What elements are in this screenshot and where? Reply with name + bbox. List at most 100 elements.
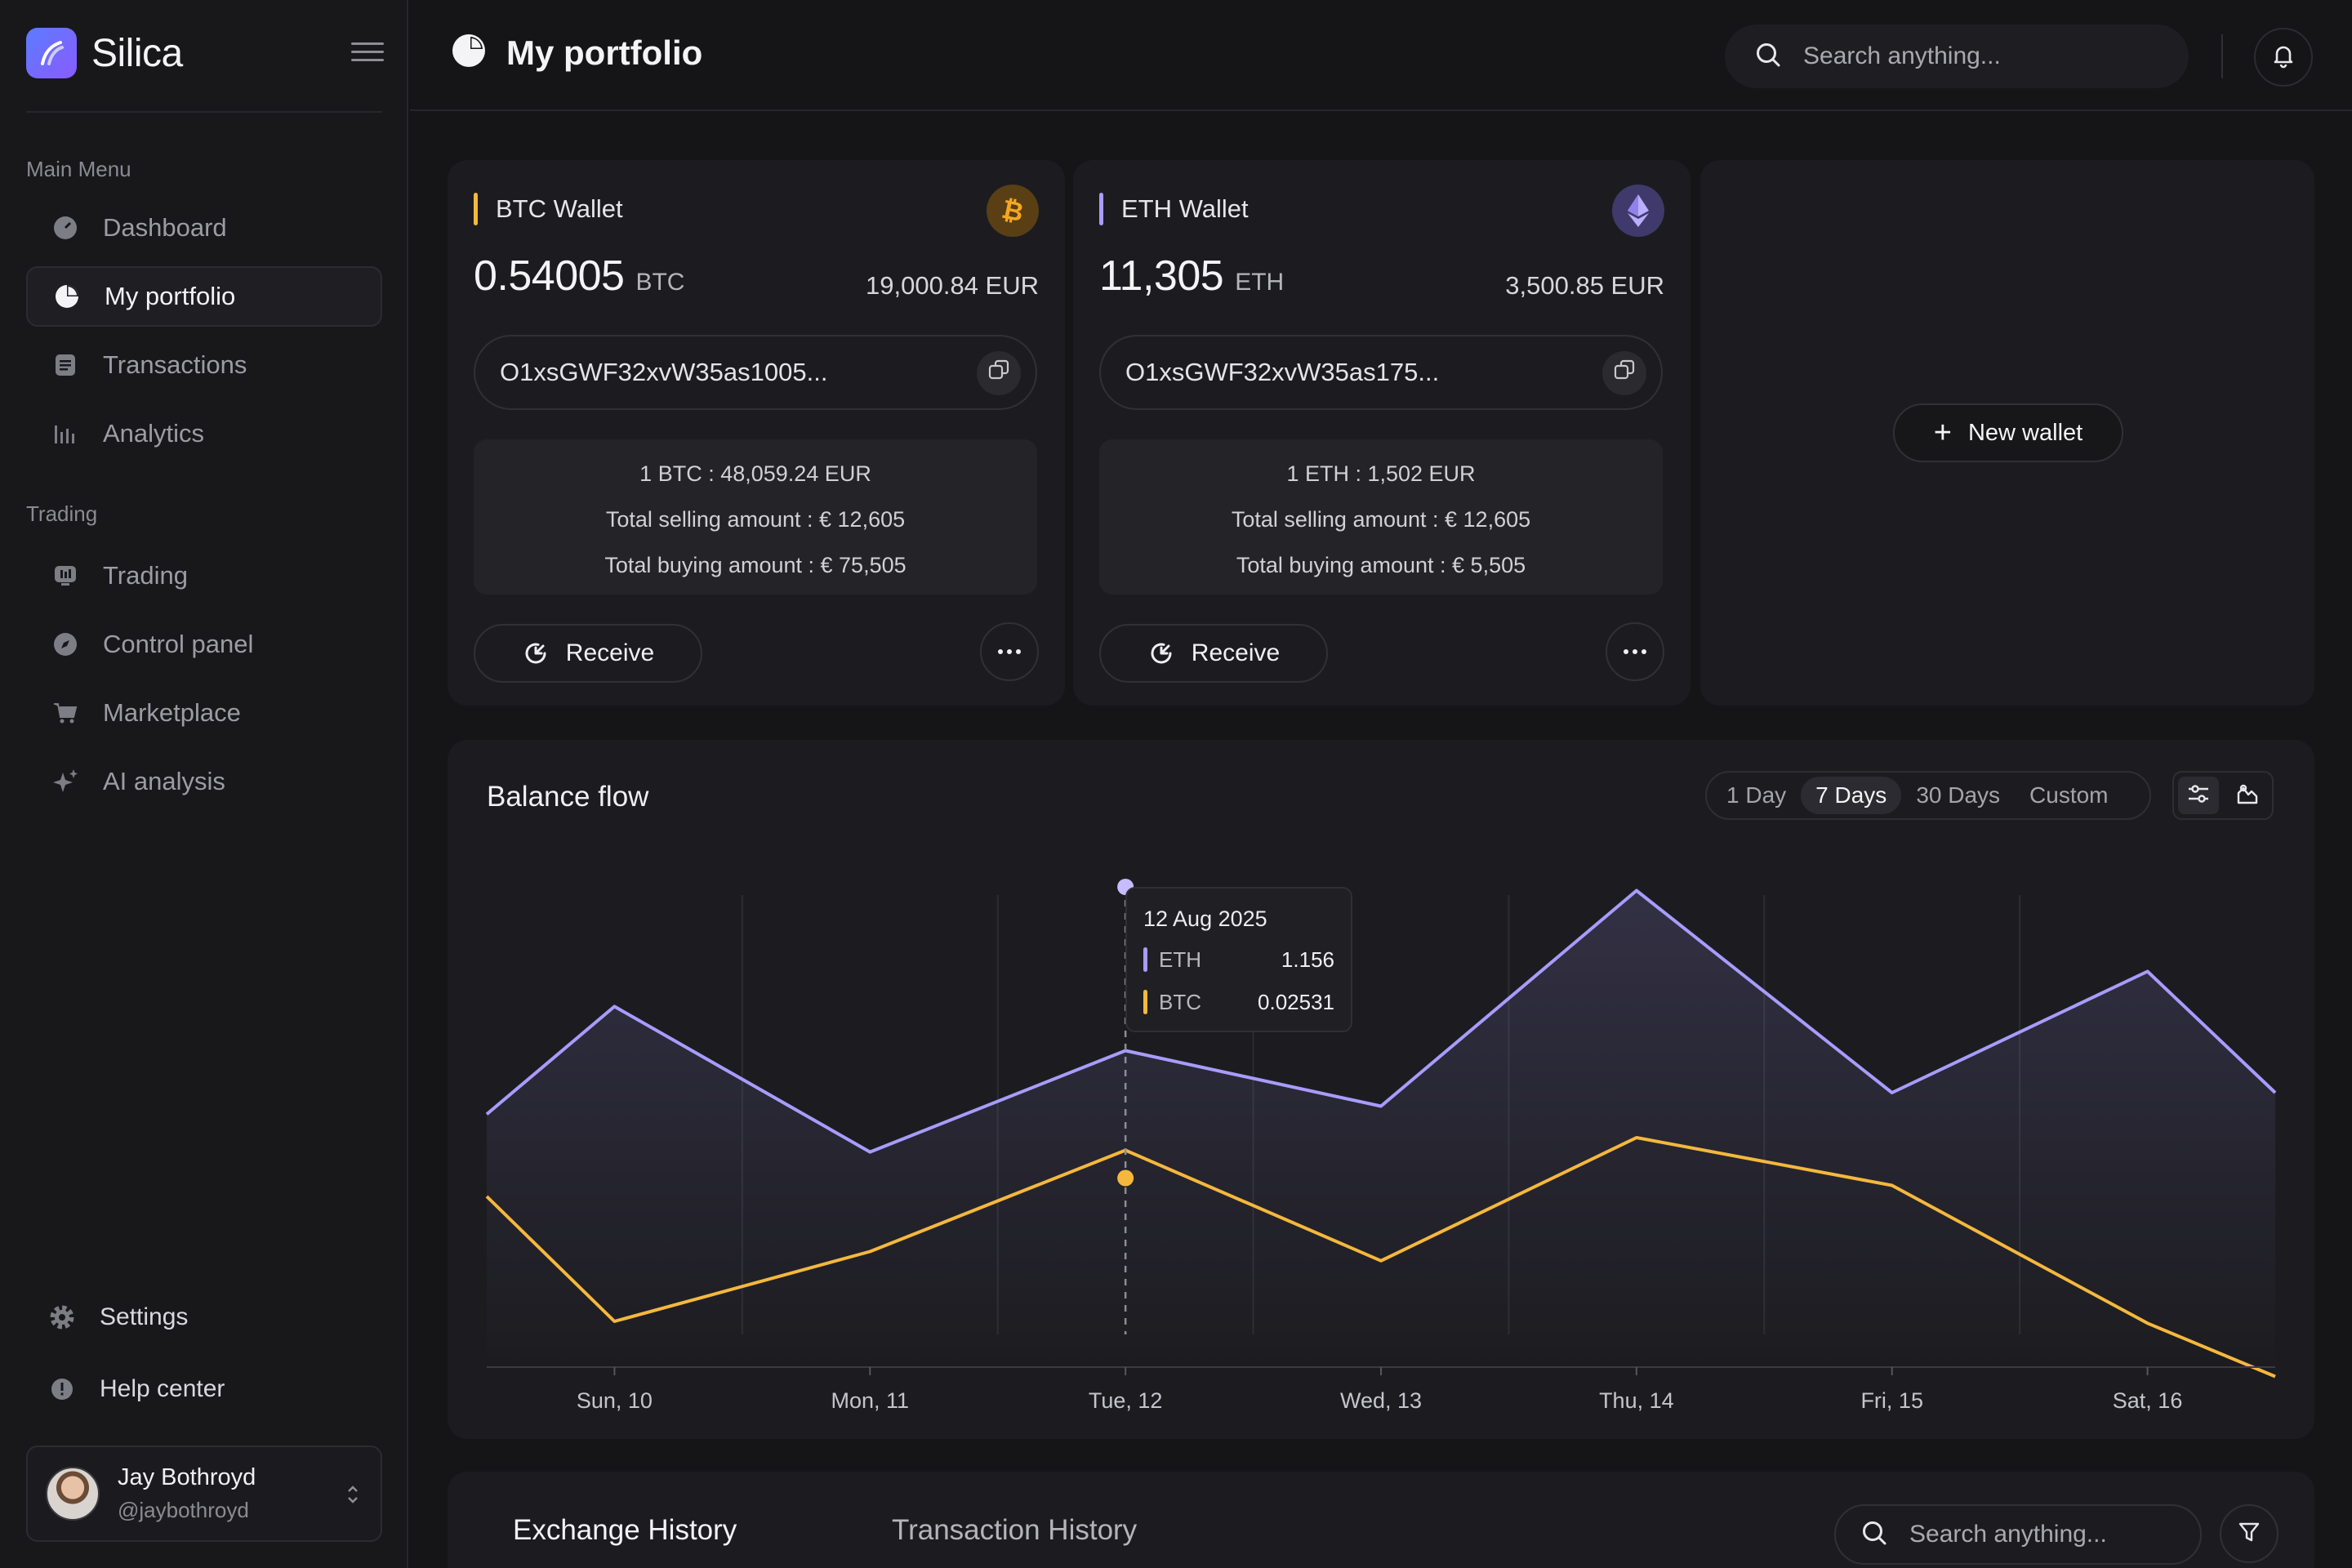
- total-buying: Total buying amount : € 5,505: [1236, 553, 1526, 577]
- top-bar: My portfolio: [410, 0, 2352, 111]
- tab-exchange-history[interactable]: Exchange History: [513, 1514, 737, 1546]
- user-handle: @jaybothroyd: [118, 1498, 249, 1522]
- tooltip-row-eth: ETH 1.156: [1143, 945, 1334, 974]
- wallet-balance: 0.54005: [474, 252, 625, 300]
- sidebar-item-label: Trading: [103, 561, 188, 590]
- sidebar-item-label: Control panel: [103, 630, 254, 658]
- history-search-box[interactable]: [1834, 1504, 2225, 1565]
- wallet-balance: 11,305: [1099, 252, 1224, 300]
- balance-flow-chart: Sun, 10 Mon, 11 Tue, 12 Wed, 13 Thu, 14 Fri, …: [485, 879, 2277, 1413]
- receive-icon: [1147, 639, 1175, 667]
- eth-area-fill: [487, 890, 2275, 1367]
- svg-text:₿: ₿: [999, 194, 1026, 227]
- total-buying: Total buying amount : € 75,505: [604, 553, 906, 577]
- search-box[interactable]: [1725, 24, 2189, 88]
- range-tab-custom[interactable]: Custom: [2029, 782, 2109, 808]
- user-profile-card[interactable]: Jay Bothroyd @jaybothroyd: [26, 1446, 382, 1542]
- wallet-address-field[interactable]: O1xsGWF32xvW35as175...: [1099, 335, 1663, 410]
- btc-series-line: [485, 1136, 2276, 1379]
- new-wallet-label: New wallet: [1967, 419, 2083, 446]
- avatar: [46, 1467, 100, 1521]
- search-input[interactable]: [1803, 42, 2146, 70]
- notifications-button[interactable]: [2254, 28, 2313, 87]
- receive-label: Receive: [1191, 639, 1281, 666]
- receive-button[interactable]: Receive: [474, 624, 702, 683]
- wallet-accent-bar: [474, 193, 478, 225]
- help-center-label: Help center: [100, 1375, 225, 1402]
- copy-address-button[interactable]: [1602, 351, 1646, 395]
- chart-tools: [2172, 771, 2274, 820]
- copy-address-button[interactable]: [977, 351, 1021, 395]
- bar-chart-icon: [51, 419, 80, 448]
- settings-link[interactable]: Settings: [26, 1289, 382, 1346]
- silica-logo-icon: [26, 28, 77, 78]
- sidebar-item-analytics[interactable]: Analytics: [26, 403, 382, 464]
- wallet-fiat-value: 3,500.85 EUR: [1505, 271, 1664, 300]
- wallet-accent-bar: [1099, 193, 1103, 225]
- tooltip-color-bar: [1143, 947, 1147, 972]
- search-icon: [1754, 41, 1782, 73]
- wallet-unit: ETH: [1235, 269, 1285, 296]
- tab-transaction-history[interactable]: Transaction History: [892, 1514, 1138, 1546]
- sparkle-icon: [51, 767, 80, 796]
- compass-icon: [51, 630, 80, 659]
- pie-chart-icon: [451, 33, 487, 73]
- history-search-input[interactable]: [1909, 1521, 2225, 1548]
- brand-name: Silica: [91, 31, 183, 75]
- sidebar-item-marketplace[interactable]: Marketplace: [26, 683, 382, 743]
- sidebar-item-ai-analysis[interactable]: AI analysis: [26, 751, 382, 812]
- wallet-address-field[interactable]: O1xsGWF32xvW35as1005...: [474, 335, 1037, 410]
- copy-icon: [1613, 359, 1636, 388]
- x-tick-label: Wed, 13: [1340, 1388, 1422, 1413]
- bell-icon: [2270, 42, 2296, 73]
- total-selling: Total selling amount : € 12,605: [605, 507, 906, 532]
- pie-chart-icon: [52, 282, 82, 311]
- sidebar-item-control-panel[interactable]: Control panel: [26, 614, 382, 675]
- chart-settings-button[interactable]: [2178, 777, 2219, 814]
- help-center-link[interactable]: Help center: [26, 1361, 382, 1418]
- sidebar-item-trading[interactable]: Trading: [26, 546, 382, 606]
- sidebar-item-label: My portfolio: [105, 282, 236, 310]
- wallet-unit: BTC: [635, 269, 685, 296]
- btc-wallet-card: BTC Wallet ₿ 0.54005 BTC 19,000.84 EUR O…: [448, 160, 1065, 706]
- x-tick-label: Fri, 15: [1860, 1388, 1923, 1413]
- receive-button[interactable]: Receive: [1099, 624, 1328, 683]
- more-options-button[interactable]: [980, 622, 1039, 681]
- x-tick-label: Sat, 16: [2113, 1388, 2183, 1413]
- history-card: Exchange History Transaction History: [448, 1472, 2314, 1568]
- help-icon: [46, 1373, 78, 1405]
- topbar-divider: [2221, 34, 2223, 78]
- x-tick-label: Mon, 11: [831, 1388, 910, 1413]
- chart-tooltip: 12 Aug 2025 ETH 1.156 BTC 0.02531: [1125, 887, 1352, 1032]
- sidebar-item-dashboard[interactable]: Dashboard: [26, 198, 382, 258]
- wallet-address: O1xsGWF32xvW35as175...: [1125, 358, 1440, 386]
- plus-icon: +: [1933, 416, 1952, 450]
- range-tab-7-days[interactable]: 7 Days: [1801, 777, 1902, 814]
- bitcoin-icon: ₿: [987, 185, 1039, 237]
- eth-series-line: [485, 889, 2277, 1154]
- brand[interactable]: Silica: [26, 28, 183, 78]
- wallet-rate-summary: 1 BTC : 48,059.24 EUR Total selling amou…: [474, 439, 1037, 595]
- chart-title: Balance flow: [487, 781, 649, 813]
- receive-icon: [522, 639, 550, 667]
- menu-toggle-icon[interactable]: [351, 42, 384, 65]
- dashboard-icon: [51, 213, 80, 243]
- trading-icon: [51, 561, 80, 590]
- range-tab-30-days[interactable]: 30 Days: [1916, 782, 2001, 808]
- range-tab-1-day[interactable]: 1 Day: [1726, 782, 1787, 808]
- more-options-button[interactable]: [1606, 622, 1664, 681]
- x-tick-label: Sun, 10: [577, 1388, 653, 1413]
- user-name: Jay Bothroyd: [118, 1464, 256, 1490]
- x-tick-label: Tue, 12: [1089, 1388, 1163, 1413]
- copy-icon: [987, 359, 1010, 388]
- area-chart-icon: [2235, 782, 2260, 810]
- sidebar-item-my-portfolio[interactable]: My portfolio: [26, 266, 382, 327]
- filter-button[interactable]: [2220, 1504, 2278, 1563]
- chart-type-button[interactable]: [2227, 777, 2268, 814]
- sidebar-item-label: Marketplace: [103, 698, 241, 727]
- new-wallet-button[interactable]: + New wallet: [1893, 403, 2123, 462]
- eth-wallet-card: ETH Wallet 11,305 ETH 3,500.85 EUR O1xsG…: [1073, 160, 1690, 706]
- tooltip-series-name: BTC: [1159, 989, 1201, 1014]
- balance-flow-card: Sun, 10 Mon, 11 Tue, 12 Wed, 13 Thu, 14 Fri, …: [448, 740, 2314, 1439]
- sidebar-item-transactions[interactable]: Transactions: [26, 335, 382, 395]
